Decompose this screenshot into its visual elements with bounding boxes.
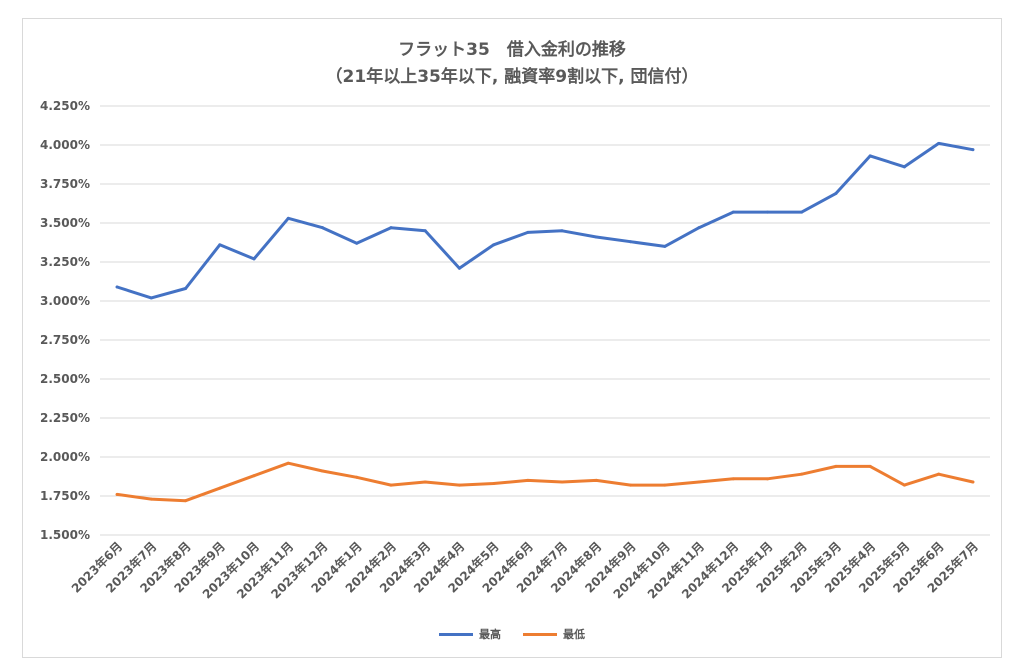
data-point: [218, 486, 222, 490]
chart-frame: [22, 18, 1002, 658]
legend-label-max: 最高: [479, 628, 501, 641]
y-tick-label: 4.000%: [40, 138, 90, 152]
legend-item-min: 最低: [523, 626, 585, 642]
y-tick-label: 3.250%: [40, 255, 90, 269]
data-point: [629, 240, 633, 244]
data-point: [868, 464, 872, 468]
data-point: [389, 226, 393, 230]
data-point: [731, 210, 735, 214]
data-point: [321, 226, 324, 230]
legend-swatch-max: [439, 632, 473, 636]
data-point: [457, 266, 461, 270]
data-point: [663, 244, 667, 248]
y-tick-label: 4.250%: [40, 99, 90, 113]
legend-swatch-min: [523, 632, 557, 636]
y-tick-label: 3.000%: [40, 294, 90, 308]
legend-label-min: 最低: [563, 628, 585, 641]
data-point: [184, 499, 188, 503]
data-point: [115, 285, 119, 289]
data-point: [971, 480, 975, 484]
data-point: [492, 482, 496, 486]
data-point: [697, 226, 701, 230]
x-axis: 2023年6月2023年7月2023年8月2023年9月2023年10月2023…: [68, 539, 981, 602]
y-axis: 1.500% 1.750% 2.000% 2.250% 2.500% 2.750% 3.00…: [40, 99, 90, 542]
data-point: [252, 474, 256, 478]
data-point: [731, 477, 735, 481]
data-point: [184, 287, 188, 291]
y-tick-label: 1.750%: [40, 489, 90, 503]
data-point: [834, 464, 838, 468]
data-point: [355, 241, 359, 245]
data-point: [389, 483, 393, 487]
chart-title: フラット35 借入金利の推移: [398, 40, 626, 60]
data-point: [115, 492, 119, 496]
data-point: [149, 497, 153, 501]
data-point: [526, 478, 530, 482]
data-point: [800, 472, 804, 476]
data-point: [902, 165, 906, 169]
data-point: [252, 257, 256, 261]
data-point: [594, 235, 598, 239]
series-line-min: [115, 461, 975, 503]
data-point: [697, 480, 701, 484]
data-point: [834, 191, 838, 195]
data-point: [800, 210, 804, 214]
data-point: [423, 480, 427, 484]
data-point: [971, 148, 975, 152]
data-point: [902, 483, 906, 487]
data-point: [937, 141, 941, 145]
legend-item-max: 最高: [439, 626, 501, 642]
y-tick-label: 2.750%: [40, 333, 90, 347]
data-point: [663, 483, 667, 487]
data-point: [457, 483, 461, 487]
data-point: [594, 478, 598, 482]
data-point: [321, 469, 324, 473]
data-point: [766, 210, 769, 214]
gridlines: [100, 105, 990, 536]
data-point: [423, 229, 427, 233]
y-tick-label: 2.250%: [40, 411, 90, 425]
data-point: [766, 477, 769, 481]
legend: 最高 最低: [0, 626, 1024, 642]
y-tick-label: 1.500%: [40, 528, 90, 542]
data-point: [937, 472, 941, 476]
y-tick-label: 2.500%: [40, 372, 90, 386]
data-point: [526, 230, 530, 234]
data-point: [218, 243, 222, 247]
data-point: [286, 461, 290, 465]
data-point: [560, 229, 564, 233]
y-tick-label: 3.750%: [40, 177, 90, 191]
data-point: [868, 154, 872, 158]
y-tick-label: 3.500%: [40, 216, 90, 230]
data-point: [629, 483, 633, 487]
data-point: [149, 296, 153, 300]
y-tick-label: 2.000%: [40, 450, 90, 464]
data-point: [355, 475, 359, 479]
data-point: [492, 243, 496, 247]
data-point: [286, 216, 290, 220]
data-point: [560, 480, 564, 484]
series-line-max: [115, 141, 975, 300]
chart-subtitle: （21年以上35年以下, 融資率9割以下, 団信付）: [325, 67, 699, 87]
series-lines: [115, 141, 975, 503]
